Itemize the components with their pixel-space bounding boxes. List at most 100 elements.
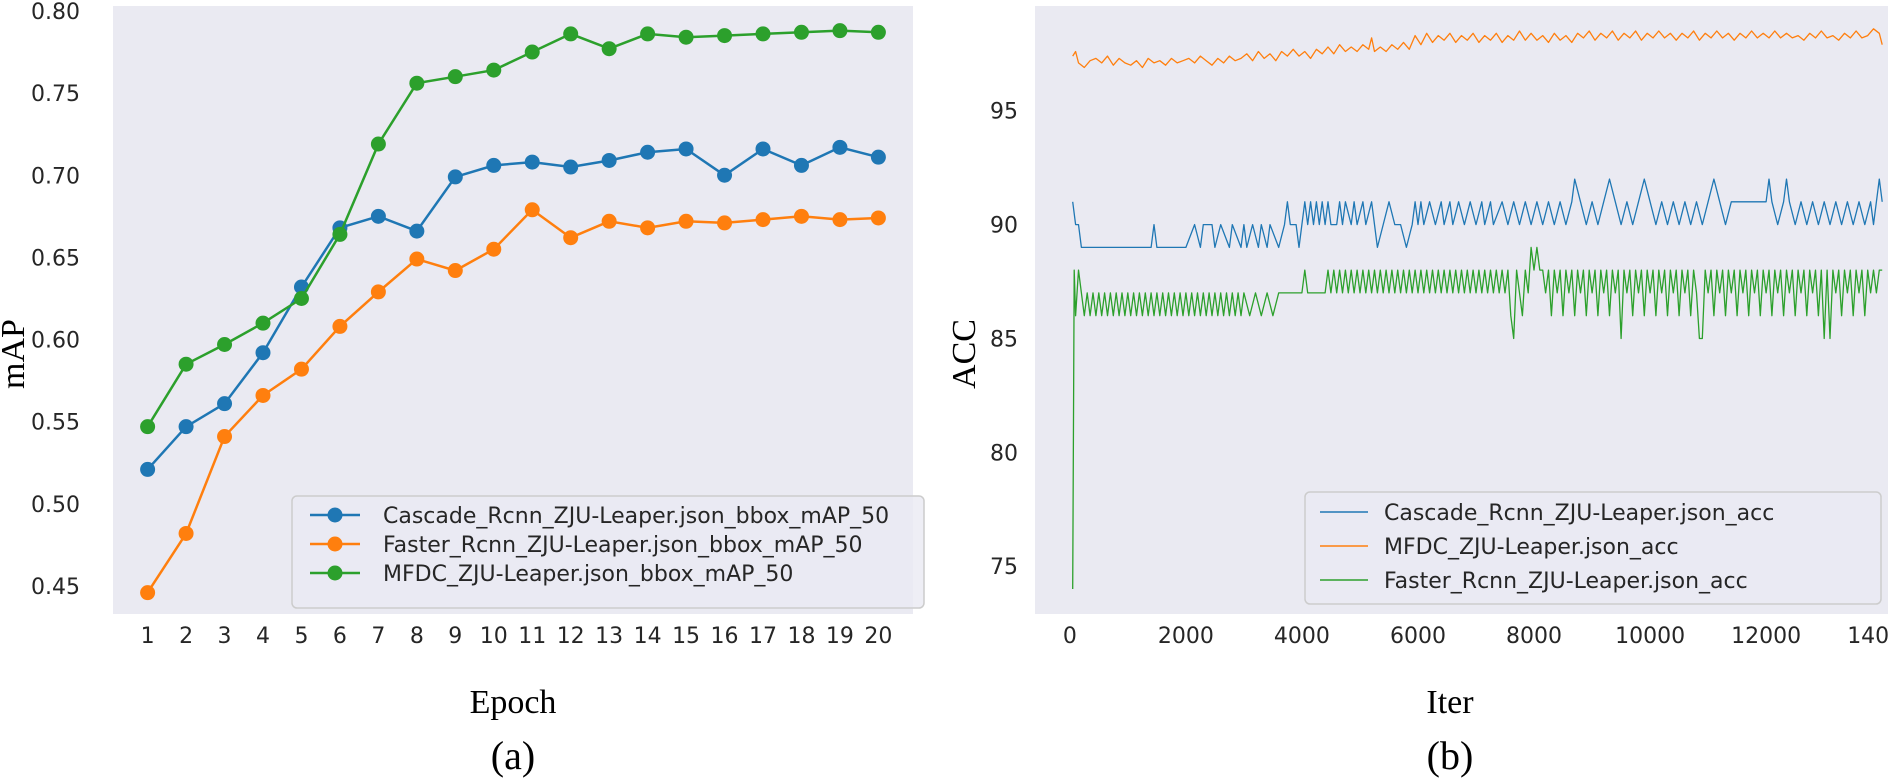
chart-b-x-tick-label: 4000: [1274, 624, 1330, 649]
data-point: [447, 169, 463, 185]
series-line-cascade-rcnn-zju-leaper-json-acc: [1072, 178, 1883, 249]
data-point: [447, 263, 463, 279]
chart-a-legend: Cascade_Rcnn_ZJU-Leaper.json_bbox_mAP_50…: [291, 495, 925, 609]
chart-a-x-tick-label: 9: [448, 624, 462, 649]
chart-a-y-tick-label: 0.70: [31, 164, 80, 189]
chart-b-series: [1072, 28, 1883, 590]
legend-entry-cascade-rcnn-zju-leaper-json-acc: Cascade_Rcnn_ZJU-Leaper.json_acc: [1320, 501, 1774, 526]
data-point: [140, 419, 156, 435]
data-point: [293, 361, 309, 377]
data-point: [255, 315, 271, 331]
data-point: [524, 154, 540, 170]
chart-a-x-tick-label: 1: [141, 624, 155, 649]
chart-b-x-ticks: 0 2000 4000 6000 8000 10000 12000 14000: [1063, 624, 1890, 649]
data-point: [832, 23, 848, 39]
chart-b-x-tick-label: 0: [1063, 624, 1077, 649]
data-point: [563, 159, 579, 175]
data-point: [524, 202, 540, 218]
data-point: [486, 241, 502, 257]
chart-b-legend: Cascade_Rcnn_ZJU-Leaper.json_acc MFDC_ZJU…: [1304, 491, 1882, 605]
data-point: [178, 525, 194, 541]
data-point: [370, 208, 386, 224]
chart-a-x-tick-label: 8: [410, 624, 424, 649]
chart-b-x-tick-label: 6000: [1390, 624, 1446, 649]
data-point: [601, 41, 617, 57]
data-point: [409, 75, 425, 91]
chart-a-x-tick-label: 18: [787, 624, 815, 649]
legend-label: Faster_Rcnn_ZJU-Leaper.json_acc: [1384, 569, 1748, 594]
data-point: [217, 396, 233, 412]
data-point: [563, 230, 579, 246]
data-point: [524, 44, 540, 60]
chart-a-x-tick-label: 17: [749, 624, 777, 649]
legend-marker: [327, 536, 343, 552]
legend-label: MFDC_ZJU-Leaper.json_bbox_mAP_50: [383, 562, 793, 587]
chart-a-x-tick-label: 15: [672, 624, 700, 649]
chart-a-x-tick-label: 14: [634, 624, 662, 649]
data-point: [409, 223, 425, 239]
legend-marker: [327, 565, 343, 581]
data-point: [332, 318, 348, 334]
series-mfdc-zju-leaper-json-bbox-map-50: [140, 23, 886, 435]
data-point: [370, 284, 386, 300]
chart-a-x-tick-label: 11: [518, 624, 546, 649]
data-point: [640, 26, 656, 42]
chart-a-x-tick-label: 3: [218, 624, 232, 649]
chart-b-x-tick-label: 10000: [1615, 624, 1685, 649]
data-point: [755, 141, 771, 157]
chart-a-x-axis-label: Epoch: [470, 684, 557, 721]
chart-b-y-tick-label: 85: [990, 327, 1018, 352]
data-point: [447, 69, 463, 85]
chart-b-x-tick-label: 12000: [1731, 624, 1801, 649]
chart-a-y-tick-label: 0.75: [31, 82, 80, 107]
data-point: [755, 212, 771, 228]
chart-b-y-tick-label: 95: [990, 100, 1018, 125]
legend-entry-faster-rcnn-zju-leaper-json-acc: Faster_Rcnn_ZJU-Leaper.json_acc: [1320, 569, 1748, 594]
data-point: [332, 226, 348, 242]
chart-a-x-tick-label: 2: [179, 624, 193, 649]
legend-label: MFDC_ZJU-Leaper.json_acc: [1384, 535, 1679, 560]
legend-label: Cascade_Rcnn_ZJU-Leaper.json_acc: [1384, 501, 1774, 526]
chart-b-caption: (b): [1427, 733, 1474, 778]
series-faster-rcnn-zju-leaper-json-bbox-map-50: [140, 202, 886, 601]
data-point: [601, 152, 617, 168]
chart-a-x-tick-label: 6: [333, 624, 347, 649]
chart-a-x-tick-label: 16: [711, 624, 739, 649]
data-point: [486, 62, 502, 78]
chart-a-x-tick-label: 5: [294, 624, 308, 649]
chart-b-y-axis-label: ACC: [946, 319, 983, 389]
chart-a-legend-box: [291, 495, 925, 609]
chart-a-x-tick-label: 10: [480, 624, 508, 649]
data-point: [870, 149, 886, 165]
series-line-faster-rcnn-zju-leaper-json-acc: [1072, 246, 1883, 590]
data-point: [832, 139, 848, 155]
chart-b-legend-box: [1304, 491, 1882, 605]
chart-b-x-axis-label: Iter: [1426, 684, 1474, 721]
chart-a-y-tick-label: 0.65: [31, 246, 80, 271]
data-point: [870, 24, 886, 40]
data-point: [793, 24, 809, 40]
legend-marker: [327, 507, 343, 523]
data-point: [563, 26, 579, 42]
legend-entry-mfdc-zju-leaper-json-bbox-map-50: MFDC_ZJU-Leaper.json_bbox_mAP_50: [310, 562, 793, 587]
legend-label: Faster_Rcnn_ZJU-Leaper.json_bbox_mAP_50: [383, 533, 863, 558]
data-point: [717, 28, 733, 44]
data-point: [178, 419, 194, 435]
data-point: [793, 208, 809, 224]
chart-b-x-tick-label: 2000: [1158, 624, 1214, 649]
data-point: [678, 141, 694, 157]
chart-a-x-tick-label: 19: [826, 624, 854, 649]
data-point: [678, 213, 694, 229]
chart-b-y-tick-label: 75: [990, 555, 1018, 580]
chart-b-y-tick-label: 90: [990, 214, 1018, 239]
chart-b-x-tick-label: 14000: [1847, 624, 1890, 649]
data-point: [640, 220, 656, 236]
chart-a-y-tick-label: 0.60: [31, 329, 80, 354]
data-point: [717, 167, 733, 183]
chart-a-y-tick-label: 0.50: [31, 493, 80, 518]
data-point: [678, 29, 694, 45]
data-point: [140, 461, 156, 477]
chart-b-x-tick-label: 8000: [1506, 624, 1562, 649]
chart-a-y-tick-label: 0.45: [31, 575, 80, 600]
